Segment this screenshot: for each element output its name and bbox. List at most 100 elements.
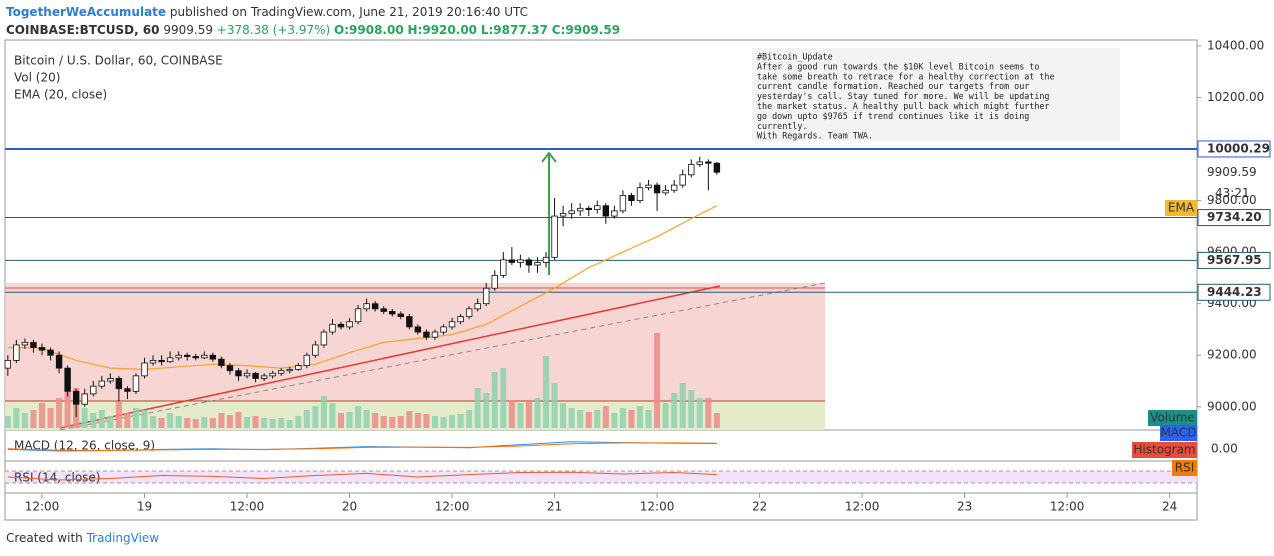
candle-body [602,205,610,217]
volume-bar [440,417,447,428]
note-line: #Bitcoin_Update [757,52,833,62]
open: O:9908.00 [334,23,404,37]
volume-bar [150,416,157,428]
candle-body [235,370,242,377]
candle-body [380,308,387,312]
note-line: go down upto $9765 if trend continues li… [757,111,1029,121]
volume-bar [218,413,225,428]
candle-body [542,256,550,263]
volume-bar [636,406,643,428]
candle-body [713,162,721,173]
candle-body [705,161,712,164]
brand[interactable]: TradingView [86,531,160,545]
volume-bar [414,413,421,428]
volume-bar [491,372,498,428]
candle-body [346,321,353,328]
candle-body [124,388,131,392]
candle-body [525,259,533,266]
volume-bar [577,410,584,428]
volume-bar [346,412,353,428]
author[interactable]: TogetherWeAccumulate [6,5,166,19]
volume-bar [115,402,122,428]
volume-bar [551,383,558,428]
candle-body [628,195,635,201]
candle-body [64,367,71,392]
x-tick-label: 23 [957,500,972,514]
volume-bar [525,402,532,428]
ema-line [7,205,718,371]
volume-bar [705,398,712,428]
indicator-badge [1165,200,1197,216]
volume-bar [329,403,336,428]
volume-bar [602,406,609,428]
volume-bar [671,393,678,428]
volume-bar [474,388,481,428]
candle-body [320,331,328,346]
candle-body [371,303,379,310]
volume-bar [337,413,344,428]
candle-body [559,213,567,217]
note-line: After a good run towards the $10K level … [757,61,1039,71]
indicator-badge-label: Histogram [1133,443,1195,457]
candle-body [363,303,370,310]
candle-body [389,311,396,315]
volume-bar [397,416,404,428]
legend-entry: EMA (20, close) [14,88,107,102]
candle-body [81,393,88,405]
rsi-line [7,471,717,481]
x-tick-label: 12:00 [435,500,470,514]
volume-bar [423,414,430,428]
volume-bar [4,416,11,428]
candle-body [166,357,174,363]
candle-body [72,390,80,405]
x-tick-label: 21 [547,500,562,514]
rsi-legend: RSI (14, close) [14,471,100,485]
indicator-badge-label: RSI [1175,461,1195,475]
candle-body [670,184,678,191]
candle-body [406,316,413,328]
note-line: the market status. A healthy pull back w… [757,101,1049,111]
volume-bar [431,416,438,428]
volume-bar [141,410,148,428]
candle-body [243,372,251,377]
candle-body [457,316,464,323]
trend-line [59,282,826,431]
candle-body [354,308,362,323]
candle-body [98,380,105,387]
quote: COINBASE:BTCUSD, 60 9909.59 +378.38 (+3.… [6,23,620,37]
high: H:9920.00 [408,23,478,37]
price-badge-label: 9734.20 [1207,210,1262,224]
volume-bar [508,400,515,428]
candle-body [329,323,336,333]
candle-body [431,331,439,338]
candle-body [636,187,644,201]
close: C:9909.59 [552,23,620,37]
volume-bar [500,368,507,428]
volume-bar [457,414,464,428]
candle-body [158,360,165,363]
candle-body [679,174,686,186]
candle-body [337,323,345,328]
price-badge-label: 9567.95 [1207,253,1262,267]
candle-body [201,354,208,359]
y-tick-label: 10400.00 [1207,38,1264,52]
volume-bar [363,410,370,428]
volume-bar [619,408,626,428]
candle-body [4,360,12,369]
volume-bar [466,410,473,428]
volume-bar [261,418,268,428]
price: 9909.59 [163,23,213,37]
volume-bar [662,403,669,428]
x-tick-label: 24 [1162,500,1177,514]
volume-bar [158,418,165,428]
indicator-badge-label: EMA [1168,201,1195,215]
volume-bar [568,408,575,428]
volume-bar [278,418,285,428]
candle-body [55,354,63,369]
candle-body [551,215,558,258]
volume-bar [312,406,319,428]
volume-bar [64,380,71,428]
candle-body [594,205,601,211]
indicator-badge [1148,410,1197,426]
